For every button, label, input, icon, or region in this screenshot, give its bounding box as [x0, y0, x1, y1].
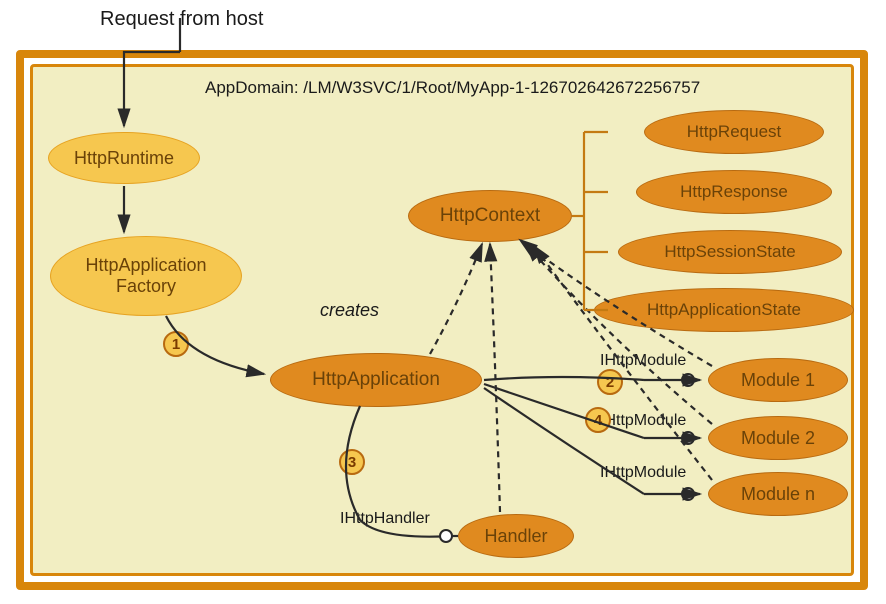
- node-httpruntime: HttpRuntime: [48, 132, 200, 184]
- node-module1: Module 1: [708, 358, 848, 402]
- step-badge-4: 4: [585, 407, 611, 433]
- label-imod1: IHttpModule: [600, 352, 686, 370]
- node-httprequest: HttpRequest: [644, 110, 824, 154]
- node-handler: Handler: [458, 514, 574, 558]
- label-request: Request from host: [100, 8, 263, 31]
- step-badge-2: 2: [597, 369, 623, 395]
- node-httpappfactory: HttpApplication Factory: [50, 236, 242, 316]
- label-imod3: IHttpModule: [600, 464, 686, 482]
- step-badge-3: 3: [339, 449, 365, 475]
- node-modulen: Module n: [708, 472, 848, 516]
- node-httpsession: HttpSessionState: [618, 230, 842, 274]
- node-httpresponse: HttpResponse: [636, 170, 832, 214]
- label-imod2: IHttpModule: [600, 412, 686, 430]
- node-httpcontext: HttpContext: [408, 190, 572, 242]
- label-appdomain: AppDomain: /LM/W3SVC/1/Root/MyApp-1-1267…: [205, 78, 700, 98]
- step-badge-1: 1: [163, 331, 189, 357]
- node-httpapplication: HttpApplication: [270, 353, 482, 407]
- node-module2: Module 2: [708, 416, 848, 460]
- label-ihttphandler: IHttpHandler: [340, 510, 430, 528]
- label-creates: creates: [320, 300, 379, 321]
- node-httpappstate: HttpApplicationState: [594, 288, 854, 332]
